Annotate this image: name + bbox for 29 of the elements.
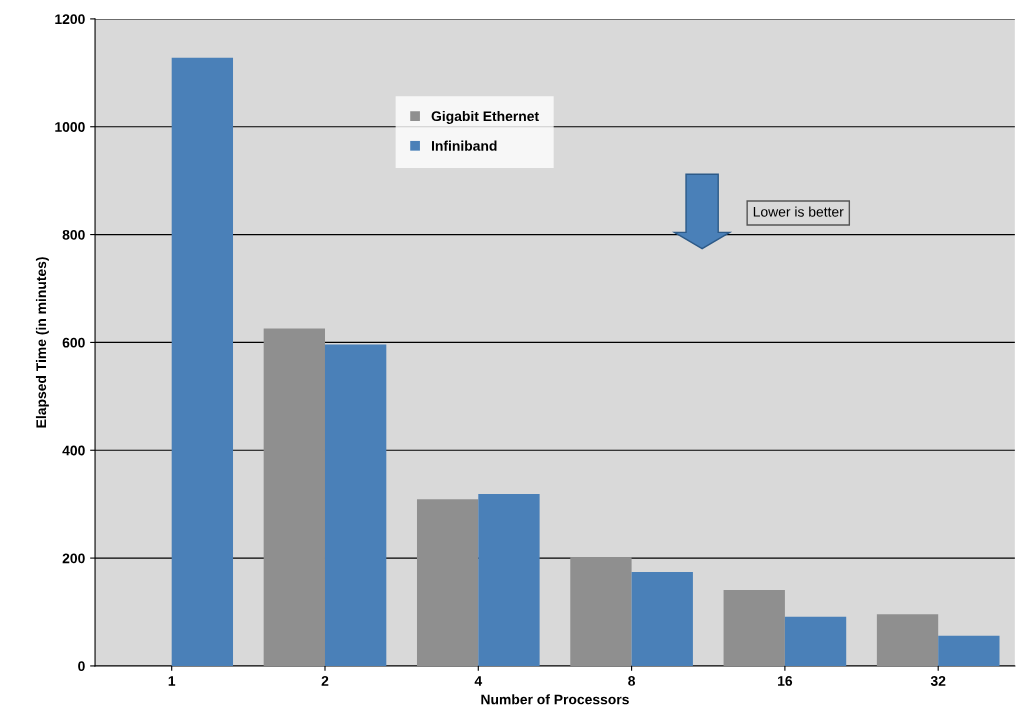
legend-label: Gigabit Ethernet (431, 110, 539, 124)
y-tick-label: 600 (62, 337, 85, 348)
y-tick-label: 200 (62, 553, 85, 564)
x-tick-label: 16 (778, 676, 793, 686)
y-tick-label: 1200 (55, 14, 85, 25)
x-tick-label: 8 (628, 676, 636, 686)
y-tick-label: 400 (62, 445, 85, 456)
bar (938, 635, 1000, 666)
x-tick-label: 2 (321, 676, 329, 686)
bar (171, 57, 234, 666)
bar (876, 614, 939, 666)
x-tick-label: 4 (474, 676, 483, 686)
x-tick-label: 1 (168, 676, 176, 686)
y-axis-title: Elapsed Time (in minutes) (35, 257, 49, 428)
legend-label: Infiniband (431, 140, 497, 151)
bar (416, 499, 479, 666)
bar (723, 589, 785, 666)
annotation: Lower is better (753, 206, 844, 217)
y-tick-label: 0 (78, 661, 85, 672)
bar (631, 572, 693, 666)
bar (570, 557, 632, 666)
x-tick-label: 32 (930, 676, 946, 686)
bar (263, 328, 325, 666)
y-tick-label: 1000 (55, 122, 85, 132)
x-axis-title: Number of Processors (481, 694, 629, 705)
bar (325, 344, 387, 666)
bar (478, 493, 540, 666)
bar (784, 616, 847, 666)
y-tick-label: 800 (62, 229, 85, 240)
